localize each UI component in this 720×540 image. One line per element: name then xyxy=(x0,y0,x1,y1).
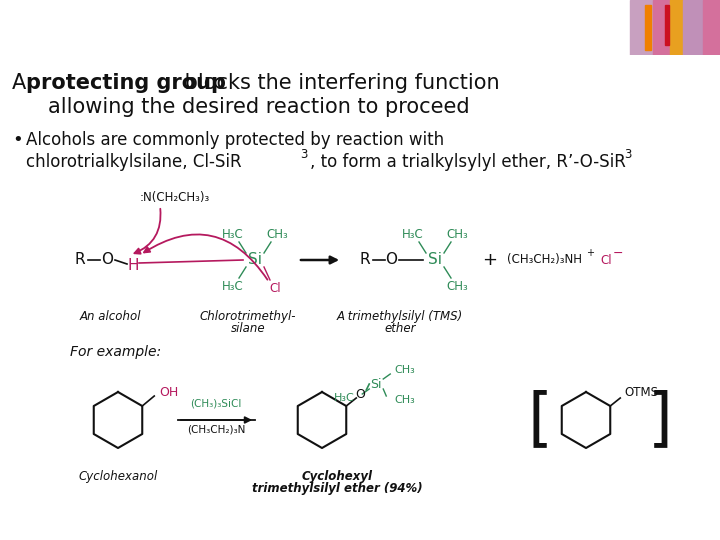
Text: H₃C: H₃C xyxy=(222,227,244,240)
Text: +: + xyxy=(482,251,498,269)
Bar xyxy=(670,0,688,55)
Text: CH₃: CH₃ xyxy=(266,227,288,240)
Text: (CH₃)₃SiCl: (CH₃)₃SiCl xyxy=(190,398,242,408)
Text: +: + xyxy=(586,248,594,258)
Text: Si: Si xyxy=(428,253,442,267)
Text: Cl: Cl xyxy=(600,253,612,267)
Text: CH₃: CH₃ xyxy=(446,227,468,240)
Text: •: • xyxy=(12,131,23,149)
Text: 3: 3 xyxy=(624,148,631,161)
Text: H₃C: H₃C xyxy=(402,227,424,240)
Text: A trimethylsilyl (TMS): A trimethylsilyl (TMS) xyxy=(337,310,463,323)
Text: Alcohols are commonly protected by reaction with: Alcohols are commonly protected by react… xyxy=(26,131,444,149)
Text: An alcohol: An alcohol xyxy=(79,310,140,323)
Text: H: H xyxy=(127,258,139,273)
Text: Cyclohexanol: Cyclohexanol xyxy=(78,470,158,483)
Text: R: R xyxy=(360,253,370,267)
Text: (CH₃CH₂)₃NH: (CH₃CH₂)₃NH xyxy=(508,253,582,267)
Text: silane: silane xyxy=(230,322,265,335)
Bar xyxy=(653,0,675,55)
Text: OH: OH xyxy=(159,386,179,399)
Text: H₃C: H₃C xyxy=(222,280,244,293)
Text: For example:: For example: xyxy=(70,345,161,359)
Bar xyxy=(630,0,658,55)
Text: [: [ xyxy=(528,389,552,451)
Bar xyxy=(645,5,651,50)
Text: −: − xyxy=(613,246,624,260)
Text: O: O xyxy=(101,253,113,267)
Text: Protection of Alcohols: Protection of Alcohols xyxy=(12,14,312,42)
Bar xyxy=(683,0,708,55)
Text: H₃C: H₃C xyxy=(333,393,354,403)
Text: chlorotrialkylsilane, Cl-SiR: chlorotrialkylsilane, Cl-SiR xyxy=(26,153,242,171)
Text: OTMS: OTMS xyxy=(624,386,658,399)
Text: CH₃: CH₃ xyxy=(395,365,415,375)
Text: CH₃: CH₃ xyxy=(446,280,468,293)
Text: blocks the interfering function: blocks the interfering function xyxy=(178,73,500,93)
Text: :N(CH₂CH₃)₃: :N(CH₂CH₃)₃ xyxy=(140,192,210,205)
Text: ether: ether xyxy=(384,322,415,335)
Text: 3: 3 xyxy=(300,148,307,161)
Text: (CH₃CH₂)₃N: (CH₃CH₂)₃N xyxy=(186,425,246,435)
Bar xyxy=(665,5,669,45)
Text: Si: Si xyxy=(248,253,262,267)
Text: CH₃: CH₃ xyxy=(395,395,415,405)
Text: O: O xyxy=(355,388,365,401)
Text: trimethylsilyl ether (94%): trimethylsilyl ether (94%) xyxy=(252,482,423,495)
Text: A: A xyxy=(12,73,33,93)
Text: Si: Si xyxy=(371,377,382,390)
Text: R: R xyxy=(75,253,85,267)
Text: Cl: Cl xyxy=(269,281,281,294)
Bar xyxy=(703,0,720,55)
Text: protecting group: protecting group xyxy=(26,73,226,93)
Text: , to form a trialkylsylyl ether, R’-O-SiR: , to form a trialkylsylyl ether, R’-O-Si… xyxy=(310,153,626,171)
Text: ]: ] xyxy=(647,389,672,451)
Text: Cyclohexyl: Cyclohexyl xyxy=(302,470,372,483)
Text: Chlorotrimethyl-: Chlorotrimethyl- xyxy=(199,310,296,323)
Text: allowing the desired reaction to proceed: allowing the desired reaction to proceed xyxy=(48,97,469,117)
Text: O: O xyxy=(385,253,397,267)
